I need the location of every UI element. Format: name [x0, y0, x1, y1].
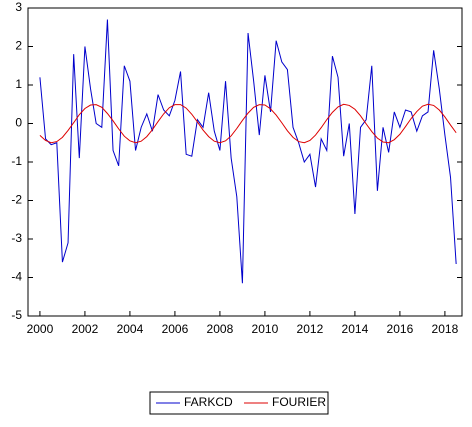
y-tick-label: 2	[15, 39, 22, 53]
series-line	[39, 103, 457, 144]
x-tick-label: 2018	[432, 322, 459, 336]
legend-frame	[149, 391, 329, 415]
y-tick-label: -1	[11, 154, 22, 168]
x-tick-label: 2014	[342, 322, 369, 336]
x-tick-label: 2006	[162, 322, 189, 336]
x-tick-label: 2002	[72, 322, 99, 336]
series-line	[39, 19, 457, 284]
y-tick-label: 0	[15, 116, 22, 130]
x-tick-label: 2010	[252, 322, 279, 336]
legend-label: FOURIER	[272, 395, 326, 409]
legend-label: FARKCD	[184, 395, 233, 409]
x-tick-label: 2004	[117, 322, 144, 336]
x-tick-label: 2012	[297, 322, 324, 336]
y-tick-label: -5	[11, 308, 22, 322]
x-tick-label: 2008	[207, 322, 234, 336]
y-tick-label: 3	[15, 0, 22, 14]
y-tick-label: -4	[11, 270, 22, 284]
y-tick-label: -2	[11, 193, 22, 207]
y-tick-label: -3	[11, 231, 22, 245]
y-tick-label: 1	[15, 77, 22, 91]
x-tick-label: 2016	[387, 322, 414, 336]
x-tick-label: 2000	[27, 322, 54, 336]
